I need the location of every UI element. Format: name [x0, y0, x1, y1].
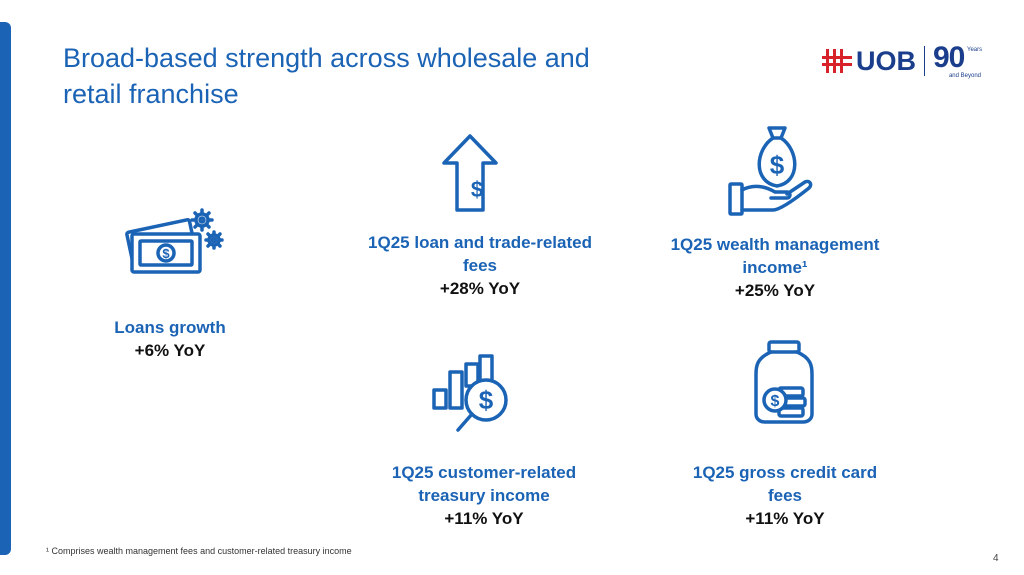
chart-magnifier-dollar-icon: $: [432, 354, 508, 432]
page-number: 4: [993, 553, 999, 564]
metric-label: Loans growth: [114, 318, 226, 337]
metric-label: 1Q25 gross credit card fees: [692, 463, 878, 505]
metric-wealth-management: 1Q25 wealth management income¹ +25% YoY: [635, 233, 915, 302]
metric-value: +6% YoY: [134, 341, 206, 360]
uob-logo: UOB 90 Years and Beyond: [822, 41, 983, 79]
metric-label: 1Q25 loan and trade-related fees: [368, 233, 592, 275]
logo-brand-text: UOB: [856, 45, 916, 76]
slide-title: Broad-based strength across wholesale an…: [63, 43, 590, 109]
metric-value: +11% YoY: [444, 509, 524, 528]
uob-rays-icon: [822, 49, 852, 73]
metric-treasury-income: 1Q25 customer-related treasury income +1…: [340, 461, 628, 530]
metric-value: +25% YoY: [734, 281, 816, 300]
arrow-up-dollar-icon: $: [442, 134, 498, 212]
metric-credit-card-fees: 1Q25 gross credit card fees +11% YoY: [650, 461, 920, 530]
svg-text:$: $: [770, 150, 785, 180]
anniversary-number: 90: [933, 41, 965, 74]
svg-text:$: $: [471, 177, 483, 202]
metric-value: +11% YoY: [745, 509, 825, 528]
svg-text:$: $: [771, 393, 780, 410]
hand-moneybag-icon: $: [728, 126, 813, 216]
metric-value: +28% YoY: [439, 279, 521, 298]
anniversary-word: Years: [967, 47, 983, 53]
metric-loans-growth: Loans growth +6% YoY: [70, 316, 270, 362]
logo-divider: [924, 46, 925, 76]
anniversary-mark: 90 Years and Beyond: [933, 41, 983, 79]
svg-text:$: $: [162, 246, 170, 261]
footnote: ¹ Comprises wealth management fees and c…: [46, 546, 352, 556]
accent-bar: [0, 22, 11, 555]
svg-text:$: $: [479, 385, 494, 415]
metric-label: 1Q25 wealth management income¹: [670, 235, 880, 277]
money-gears-icon: $: [125, 208, 224, 274]
anniversary-tagline: and Beyond: [948, 73, 981, 79]
metric-loan-trade-fees: 1Q25 loan and trade-related fees +28% Yo…: [330, 231, 630, 300]
coin-jar-icon: $: [754, 340, 814, 424]
metric-label: 1Q25 customer-related treasury income: [391, 463, 577, 505]
